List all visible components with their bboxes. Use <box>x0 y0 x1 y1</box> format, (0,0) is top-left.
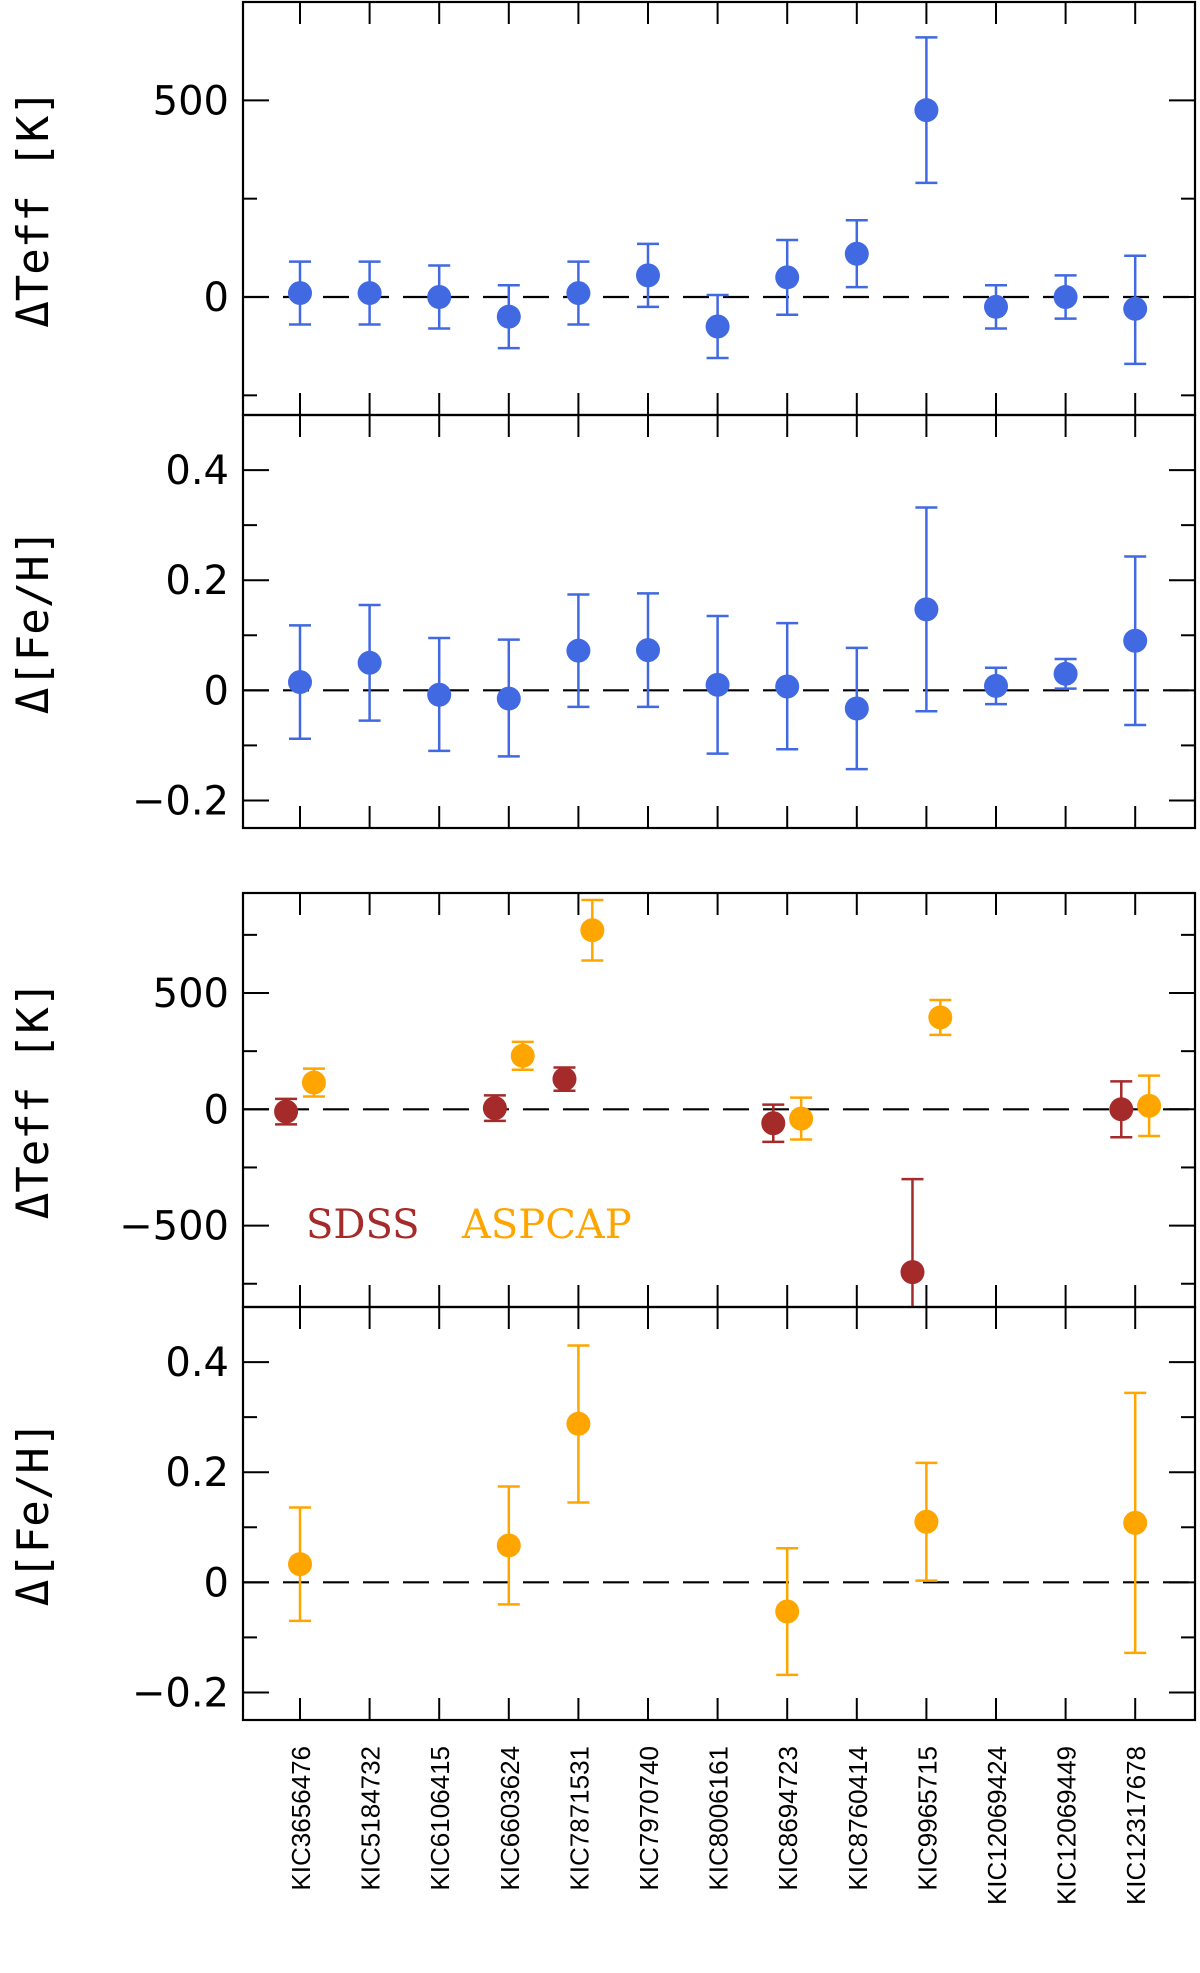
data-point <box>775 674 800 699</box>
data-point <box>357 650 382 675</box>
category-label: KIC8760414 <box>843 1746 873 1891</box>
data-point <box>761 1111 786 1136</box>
y-tick-label: −0.2 <box>132 778 229 824</box>
data-point <box>510 1043 535 1068</box>
y-tick-label: 0 <box>204 668 229 714</box>
data-point <box>1109 1097 1134 1122</box>
data-point <box>482 1096 507 1121</box>
data-point <box>288 281 312 306</box>
data-point <box>705 314 730 339</box>
category-label: KIC8694723 <box>773 1746 803 1891</box>
category-label: KIC3656476 <box>286 1746 316 1891</box>
data-point <box>984 673 1008 698</box>
category-label: KIC12069449 <box>1052 1746 1082 1905</box>
category-label: KIC5184732 <box>356 1746 386 1891</box>
y-tick-label: 0.4 <box>165 1340 229 1386</box>
category-label: KIC12317678 <box>1121 1746 1151 1905</box>
panel-frame <box>241 1305 1197 1722</box>
category-label: KIC7970740 <box>634 1746 664 1891</box>
data-point <box>1123 1510 1148 1535</box>
data-point <box>496 1533 521 1558</box>
data-point <box>775 265 800 290</box>
y-tick-label: 0.4 <box>165 448 229 494</box>
y-tick-label: −0.2 <box>132 1670 229 1716</box>
data-points <box>288 1344 1148 1677</box>
category-label: KIC7871531 <box>564 1746 594 1891</box>
y-tick-label: 0.2 <box>165 558 229 604</box>
data-point <box>900 1260 925 1285</box>
data-point <box>636 263 660 288</box>
data-point <box>1053 661 1078 686</box>
category-label: KIC8006161 <box>704 1746 734 1891</box>
panel-top-teff: 0 500 ΔTeff [K] <box>8 0 1197 417</box>
data-point <box>984 294 1008 319</box>
data-point <box>1123 296 1148 321</box>
data-point <box>552 1067 577 1092</box>
data-point <box>496 304 521 329</box>
data-points <box>274 898 1162 1307</box>
data-point <box>844 696 869 721</box>
data-point <box>775 1599 800 1624</box>
y-tick-label: 500 <box>153 78 229 124</box>
panel-frame <box>241 0 1197 417</box>
data-point <box>1123 628 1148 653</box>
data-points <box>288 506 1148 771</box>
legend-aspcap: ASPCAP <box>461 1202 632 1248</box>
data-point <box>580 918 605 943</box>
data-point <box>566 281 591 306</box>
category-label: KIC12069424 <box>982 1746 1012 1905</box>
legend-sdss: SDSS <box>306 1202 420 1248</box>
panel-bottom-teff: −500 0 500 ΔTeff [K] <box>8 891 1197 1309</box>
data-point <box>1137 1093 1162 1118</box>
panel-top-feh: −0.2 0 0.2 0.4 Δ[Fe/H] <box>8 413 1197 830</box>
data-point <box>914 597 939 622</box>
category-labels: KIC3656476 KIC5184732 KIC6106415 KIC6603624… <box>286 1746 1151 1905</box>
data-points <box>288 36 1148 366</box>
panels: 0 500 ΔTeff [K] −0.2 0 0.2 0.4 Δ[Fe/H] −500 0 500 Δ… <box>8 0 1197 1722</box>
y-axis-label: ΔTeff [K] <box>8 981 59 1219</box>
panel-frame <box>241 413 1197 830</box>
panel-bottom-feh: −0.2 0 0.2 0.4 Δ[Fe/H] <box>8 1305 1197 1722</box>
data-point <box>1053 285 1078 309</box>
data-point <box>566 1411 591 1436</box>
data-point <box>789 1106 814 1131</box>
data-point <box>496 686 521 711</box>
data-point <box>636 638 660 663</box>
data-point <box>914 1509 939 1534</box>
y-tick-label: −500 <box>119 1204 229 1250</box>
data-point <box>427 682 452 707</box>
y-axis-label: Δ[Fe/H] <box>8 1421 59 1606</box>
data-point <box>274 1099 299 1124</box>
category-label: KIC6106415 <box>425 1746 455 1891</box>
category-label: KIC6603624 <box>495 1746 525 1891</box>
data-point <box>566 638 591 663</box>
y-tick-label: 0 <box>204 1560 229 1606</box>
data-point <box>705 672 730 697</box>
data-point <box>844 241 869 266</box>
data-point <box>288 670 312 695</box>
data-point <box>914 98 939 123</box>
y-axis-label: ΔTeff [K] <box>8 89 59 327</box>
y-tick-label: 0.2 <box>165 1450 229 1496</box>
y-axis-label: Δ[Fe/H] <box>8 529 59 714</box>
y-tick-label: 500 <box>153 971 229 1017</box>
y-tick-label: 0 <box>204 275 229 321</box>
data-point <box>301 1070 326 1095</box>
data-point <box>357 281 382 306</box>
data-point <box>928 1005 953 1030</box>
data-point <box>427 285 452 309</box>
category-label: KIC9965715 <box>912 1746 942 1891</box>
data-point <box>288 1552 312 1577</box>
y-tick-label: 0 <box>204 1087 229 1133</box>
